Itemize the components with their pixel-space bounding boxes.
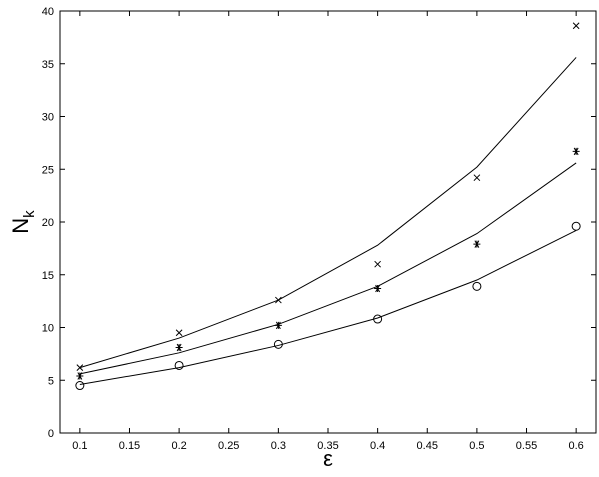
y-label-subscript: k (21, 210, 38, 218)
x-tick-label: 0.6 (568, 440, 583, 452)
fit-line (79, 229, 577, 385)
x-tick-label: 0.1 (72, 440, 87, 452)
data-marker (274, 321, 282, 330)
data-marker (572, 147, 580, 156)
y-tick-label: 10 (42, 323, 54, 335)
data-marker (175, 329, 183, 337)
x-tick-label: 0.15 (119, 440, 140, 452)
data-marker (473, 174, 481, 182)
x-tick-label: 0.2 (171, 440, 186, 452)
y-tick-label: 30 (42, 112, 54, 124)
data-marker (472, 281, 482, 291)
data-marker (473, 240, 481, 248)
data-marker (374, 260, 381, 268)
y-tick-label: 0 (48, 428, 54, 440)
y-tick-label: 35 (42, 59, 54, 71)
x-tick-label: 0.3 (271, 440, 286, 452)
x-tick-label: 0.25 (218, 440, 239, 452)
data-marker (571, 221, 581, 231)
data-marker (373, 314, 383, 324)
data-marker (174, 360, 184, 370)
x-tick-label: 0.5 (469, 440, 484, 452)
data-marker (273, 339, 283, 349)
data-marker (175, 343, 183, 352)
y-tick-label: 25 (42, 164, 54, 176)
fit-line (79, 57, 577, 369)
x-tick-label: 0.35 (317, 440, 338, 452)
y-axis-label: Nk (8, 210, 38, 234)
data-marker (75, 381, 85, 391)
x-tick-label: 0.55 (516, 440, 537, 452)
data-marker (374, 284, 382, 293)
plot-frame (59, 10, 597, 434)
data-marker (572, 22, 580, 30)
y-tick-label: 40 (42, 6, 54, 18)
data-marker (76, 364, 84, 371)
data-marker (275, 296, 282, 304)
data-marker (76, 372, 84, 380)
x-tick-label: 0.45 (417, 440, 438, 452)
y-tick-label: 20 (42, 217, 54, 229)
x-axis-label: ε (323, 446, 333, 471)
x-tick-label: 0.4 (370, 440, 385, 452)
y-label-main: N (8, 218, 33, 234)
y-tick-label: 15 (42, 270, 54, 282)
y-tick-label: 5 (48, 375, 54, 387)
fit-line (79, 162, 577, 375)
